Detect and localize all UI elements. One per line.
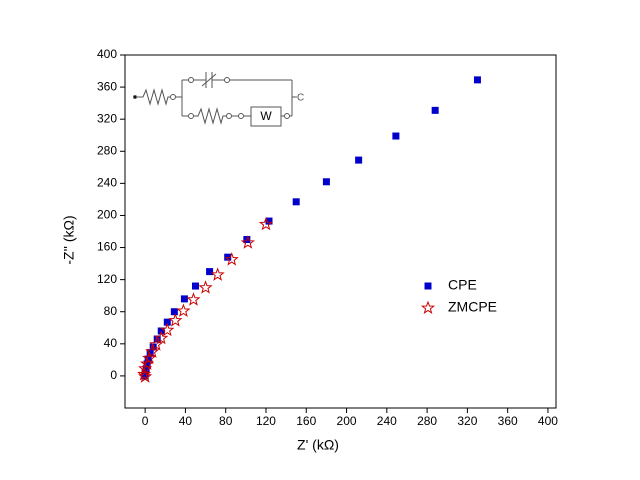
star-marker bbox=[168, 313, 183, 327]
x-tick-label: 40 bbox=[179, 414, 193, 428]
node bbox=[170, 94, 176, 100]
star-marker bbox=[224, 252, 239, 266]
square-marker bbox=[153, 335, 161, 343]
square-marker bbox=[142, 365, 150, 373]
square-marker bbox=[355, 156, 363, 164]
node bbox=[238, 113, 244, 119]
star-marker bbox=[142, 350, 157, 365]
x-axis-label: Z' (kΩ) bbox=[297, 437, 339, 453]
star-marker bbox=[154, 330, 169, 345]
square-marker bbox=[424, 282, 432, 290]
square-marker bbox=[163, 318, 171, 326]
y-tick-label: 280 bbox=[97, 143, 117, 157]
star-marker bbox=[137, 366, 152, 381]
x-tick-label: 400 bbox=[538, 414, 558, 428]
y-tick-label: 200 bbox=[97, 208, 117, 222]
square-marker bbox=[141, 372, 149, 380]
square-marker bbox=[180, 295, 188, 303]
x-tick-label: 80 bbox=[219, 414, 233, 428]
square-marker bbox=[292, 198, 300, 206]
y-tick-label: 400 bbox=[97, 47, 117, 61]
star-marker bbox=[258, 216, 274, 231]
square-marker bbox=[143, 360, 151, 368]
square-marker bbox=[170, 308, 178, 316]
square-marker bbox=[322, 178, 330, 186]
plot-frame bbox=[124, 54, 557, 409]
square-marker bbox=[144, 355, 152, 363]
star-marker bbox=[176, 303, 191, 317]
x-tick-label: 320 bbox=[457, 414, 477, 428]
node bbox=[188, 77, 194, 83]
y-tick-label: 160 bbox=[97, 240, 117, 254]
resistor bbox=[137, 88, 170, 106]
y-tick-label: 120 bbox=[97, 272, 117, 286]
node bbox=[224, 77, 230, 83]
node bbox=[188, 113, 194, 119]
x-tick-label: 280 bbox=[417, 414, 437, 428]
y-tick-label: 0 bbox=[110, 368, 117, 382]
y-tick-label: 240 bbox=[97, 176, 117, 190]
terminal-label: C bbox=[297, 93, 304, 104]
y-axis-label: -Z'' (kΩ) bbox=[61, 215, 77, 264]
square-marker bbox=[392, 132, 400, 140]
square-marker bbox=[206, 268, 214, 276]
x-tick-label: 360 bbox=[498, 414, 518, 428]
x-tick-label: 0 bbox=[142, 414, 149, 428]
y-tick-label: 320 bbox=[97, 111, 117, 125]
y-tick-label: 40 bbox=[104, 336, 118, 350]
x-tick-label: 240 bbox=[377, 414, 397, 428]
square-marker bbox=[191, 282, 199, 290]
y-tick-label: 360 bbox=[97, 79, 117, 93]
terminal bbox=[133, 95, 137, 99]
star-marker bbox=[210, 267, 225, 281]
x-tick-label: 160 bbox=[296, 414, 316, 428]
x-tick-label: 200 bbox=[337, 414, 357, 428]
y-tick-label: 80 bbox=[104, 304, 118, 318]
warburg-label: W bbox=[260, 109, 272, 123]
star-marker bbox=[240, 235, 255, 249]
star-marker bbox=[145, 344, 160, 358]
star-marker bbox=[160, 322, 175, 337]
cpe-arrow bbox=[201, 73, 217, 87]
star-marker bbox=[149, 337, 164, 351]
star-marker bbox=[198, 280, 213, 294]
square-marker bbox=[265, 217, 273, 225]
legend-label: CPE bbox=[448, 277, 477, 293]
square-marker bbox=[431, 106, 439, 114]
star-marker bbox=[420, 300, 436, 315]
resistor bbox=[194, 107, 226, 125]
circuit-inset bbox=[133, 72, 297, 127]
legend-label: ZMCPE bbox=[448, 299, 497, 315]
star-marker bbox=[138, 369, 153, 383]
star-marker bbox=[186, 292, 201, 306]
x-tick-label: 120 bbox=[256, 414, 276, 428]
node bbox=[226, 113, 232, 119]
node bbox=[284, 113, 290, 119]
square-marker bbox=[473, 76, 481, 84]
